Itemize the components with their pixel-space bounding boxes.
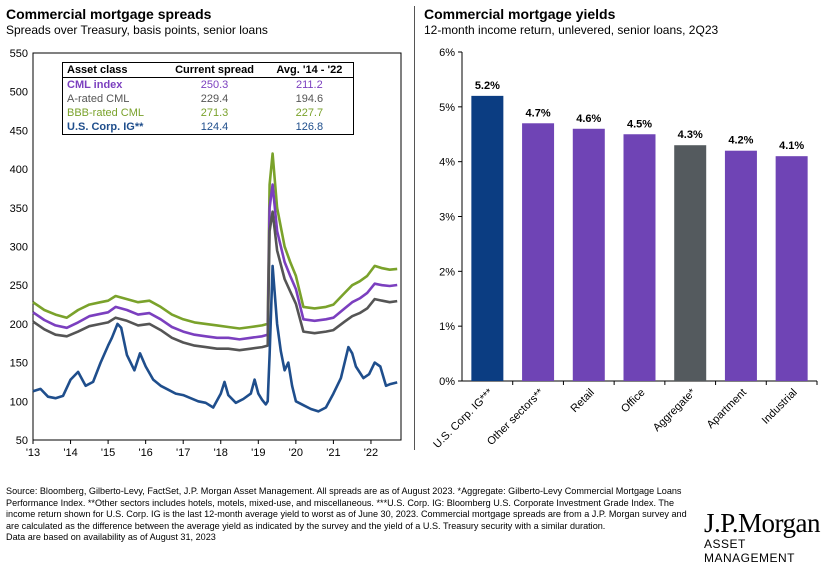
chart-divider [414, 6, 415, 450]
bar-apartment [724, 150, 757, 381]
left-chart-subtitle: Spreads over Treasury, basis points, sen… [6, 23, 268, 37]
x-tick-label: '14 [63, 447, 77, 459]
series-line-a-rated-cml [32, 210, 398, 352]
availability-note: Data are based on availability as of Aug… [6, 532, 216, 543]
y-tick-label: 300 [10, 242, 28, 254]
jpmorgan-logo: J.P.Morgan ASSET MANAGEMENT [704, 508, 831, 565]
y-tick-label: 5% [439, 102, 455, 114]
y-tick-label: 400 [10, 164, 28, 176]
x-tick-label: '15 [101, 447, 115, 459]
y-tick-label: 3% [439, 212, 455, 224]
row-name: U.S. Corp. IG** [67, 121, 144, 133]
y-tick-label: 2% [439, 266, 455, 278]
y-tick-label: 4% [439, 157, 455, 169]
logo-wordmark: J.P.Morgan [704, 508, 821, 538]
x-tick-label: '21 [326, 447, 340, 459]
x-tick-label: '22 [364, 447, 378, 459]
yields-bar-chart: 0%1%2%3%4%5%6%5.2%U.S. Corp. IG***4.7%Ot… [431, 47, 818, 451]
table-row: U.S. Corp. IG** 124.4 126.8 [63, 120, 354, 135]
x-tick-label: '13 [26, 447, 40, 459]
y-tick-label: 50 [16, 435, 28, 447]
y-tick-label: 150 [10, 358, 28, 370]
y-tick-label: 500 [10, 87, 28, 99]
category-label: Apartment [705, 387, 749, 431]
spread-table-header: Asset class Current spread Avg. '14 - '2… [62, 62, 354, 78]
series-line-bbb-rated-cml [32, 152, 398, 330]
row-name: CML index [67, 79, 123, 91]
y-tick-label: 1% [439, 321, 455, 333]
bar-u-s-corp-ig- [471, 95, 504, 381]
table-row: CML index 250.3 211.2 [63, 78, 354, 93]
row-current: 124.4 [200, 121, 229, 133]
row-name: A-rated CML [67, 93, 130, 105]
row-current: 229.4 [200, 93, 229, 105]
header-asset-class: Asset class [62, 62, 164, 78]
bar-office [623, 134, 656, 381]
bar-value-label: 4.5% [627, 118, 652, 130]
y-tick-label: 6% [439, 47, 455, 59]
y-tick-label: 550 [10, 48, 28, 60]
y-tick-label: 200 [10, 319, 28, 331]
series-line-cml-index [32, 183, 398, 341]
right-chart-subtitle: 12-month income return, unlevered, senio… [424, 23, 719, 37]
bar-other-sectors- [522, 123, 555, 382]
y-tick-label: 100 [10, 396, 28, 408]
row-current: 271.3 [200, 107, 229, 119]
bar-value-label: 5.2% [475, 80, 500, 92]
header-current-spread: Current spread [163, 62, 266, 78]
x-tick-label: '18 [214, 447, 228, 459]
bar-value-label: 4.7% [526, 107, 551, 119]
row-avg: 126.8 [295, 121, 324, 133]
header-average: Avg. '14 - '22 [265, 62, 354, 78]
bar-value-label: 4.6% [576, 113, 601, 125]
table-row: BBB-rated CML 271.3 227.7 [63, 106, 354, 120]
category-label: Industrial [760, 387, 800, 427]
x-tick-label: '16 [138, 447, 152, 459]
category-label: Retail [569, 387, 597, 415]
spread-table: Asset class Current spread Avg. '14 - '2… [62, 62, 354, 135]
bar-value-label: 4.2% [728, 135, 753, 147]
row-avg: 194.6 [295, 93, 324, 105]
row-avg: 211.2 [295, 79, 323, 91]
table-row: A-rated CML 229.4 194.6 [63, 92, 354, 106]
y-tick-label: 250 [10, 280, 28, 292]
x-tick-label: '19 [251, 447, 265, 459]
category-label: Aggregate* [651, 386, 699, 434]
source-text: Source: Bloomberg, Gilberto-Levy, FactSe… [6, 486, 687, 531]
category-label: Office [619, 387, 648, 416]
series-line-u-s-corp-ig- [32, 264, 398, 413]
y-tick-label: 0% [439, 376, 455, 388]
spreads-line-chart: 50 100 150 200 250 300 350 400 450 500 550 '13 '14 '1… [10, 48, 402, 459]
bar-aggregate- [674, 145, 707, 381]
row-current: 250.3 [200, 79, 229, 91]
row-name: BBB-rated CML [67, 107, 145, 119]
plot-frame [32, 52, 402, 441]
y-tick-label: 350 [10, 203, 28, 215]
x-tick-label: '20 [289, 447, 303, 459]
bar-value-label: 4.1% [779, 140, 804, 152]
x-tick-label: '17 [176, 447, 190, 459]
bar-retail [572, 128, 605, 381]
logo-subtitle: ASSET MANAGEMENT [704, 537, 796, 565]
right-chart-title: Commercial mortgage yields [424, 6, 616, 22]
source-notes: Source: Bloomberg, Gilberto-Levy, FactSe… [6, 486, 696, 544]
left-chart-title: Commercial mortgage spreads [6, 6, 212, 22]
bar-industrial [775, 156, 808, 381]
bar-value-label: 4.3% [678, 129, 703, 141]
row-avg: 227.7 [295, 107, 324, 119]
y-tick-label: 450 [10, 125, 28, 137]
